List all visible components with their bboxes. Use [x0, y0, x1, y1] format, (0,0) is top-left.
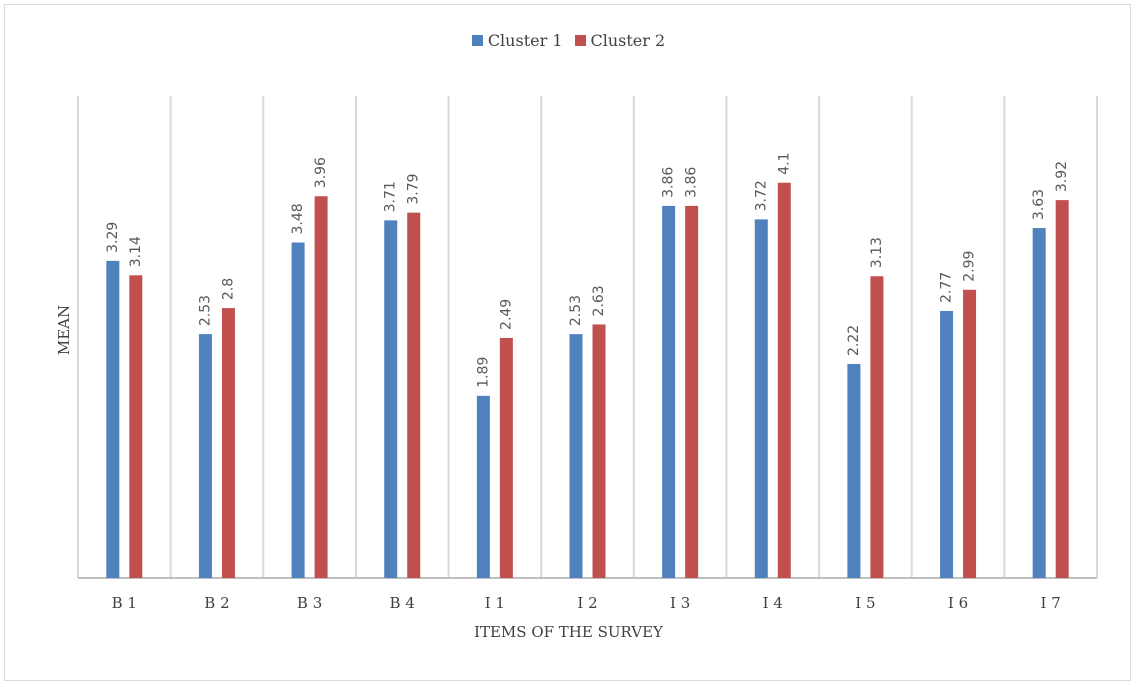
- data-label-2-0: 3.14: [128, 236, 144, 267]
- data-label-2-2: 3.96: [313, 157, 329, 188]
- x-tick-label-0: B 1: [112, 594, 137, 612]
- data-label-1-4: 1.89: [475, 357, 491, 388]
- x-tick-label-9: I 6: [948, 594, 968, 612]
- x-axis-title: ITEMS OF THE SURVEY: [474, 623, 663, 641]
- data-label-1-3: 3.71: [383, 181, 399, 212]
- bar-2-8: [870, 276, 884, 578]
- data-label-1-1: 2.53: [197, 295, 213, 326]
- x-tick-label-3: B 4: [390, 594, 415, 612]
- bar-2-2: [314, 196, 328, 579]
- x-tick-label-10: I 7: [1041, 594, 1061, 612]
- data-label-1-7: 3.72: [753, 180, 769, 211]
- y-axis-title: MEAN: [55, 304, 73, 356]
- data-label-2-8: 3.13: [869, 237, 885, 268]
- bar-2-1: [221, 308, 235, 578]
- x-tick-label-2: B 3: [297, 594, 322, 612]
- x-tick-label-6: I 3: [670, 594, 690, 612]
- bar-2-3: [407, 212, 421, 579]
- legend-label-cluster-1: Cluster 1: [487, 31, 563, 50]
- bar-2-6: [685, 205, 699, 578]
- data-label-1-2: 3.48: [290, 203, 306, 234]
- data-label-1-10: 3.63: [1031, 189, 1047, 220]
- data-label-1-5: 2.53: [568, 295, 584, 326]
- x-tick-label-1: B 2: [204, 594, 229, 612]
- bar-2-4: [499, 337, 513, 578]
- data-label-2-1: 2.8: [220, 278, 236, 300]
- bar-1-5: [569, 334, 583, 578]
- data-label-2-10: 3.92: [1054, 161, 1070, 192]
- legend: Cluster 1 Cluster 2: [0, 31, 1137, 50]
- data-label-2-7: 4.1: [776, 152, 792, 174]
- x-tick-label-4: I 1: [485, 594, 505, 612]
- bar-2-5: [592, 324, 606, 578]
- bar-1-8: [847, 363, 861, 578]
- bar-2-9: [963, 289, 977, 578]
- bar-2-0: [129, 275, 143, 578]
- bar-1-10: [1032, 228, 1046, 578]
- legend-item-cluster-2: Cluster 2: [574, 31, 666, 50]
- x-tick-label-8: I 5: [855, 594, 875, 612]
- data-label-1-9: 2.77: [939, 272, 955, 303]
- data-label-2-9: 2.99: [962, 251, 978, 282]
- data-label-2-3: 3.79: [406, 173, 422, 204]
- bar-1-9: [940, 310, 954, 578]
- legend-swatch-cluster-2: [574, 35, 586, 46]
- bar-1-7: [754, 219, 768, 578]
- legend-label-cluster-2: Cluster 2: [590, 31, 666, 50]
- data-label-2-6: 3.86: [684, 167, 700, 198]
- legend-item-cluster-1: Cluster 1: [471, 31, 563, 50]
- legend-swatch-cluster-1: [471, 35, 483, 46]
- data-label-2-4: 2.49: [498, 299, 514, 330]
- bar-1-6: [662, 205, 676, 578]
- x-tick-label-5: I 2: [577, 594, 597, 612]
- data-label-1-8: 2.22: [846, 325, 862, 356]
- data-label-1-6: 3.86: [661, 167, 677, 198]
- bar-1-4: [476, 395, 490, 578]
- bar-1-0: [106, 260, 120, 578]
- x-tick-label-7: I 4: [763, 594, 783, 612]
- bar-1-3: [384, 220, 398, 578]
- bar-2-7: [777, 182, 791, 578]
- data-label-1-0: 3.29: [105, 222, 121, 253]
- data-label-2-5: 2.63: [591, 285, 607, 316]
- bar-2-10: [1055, 200, 1069, 578]
- bar-1-1: [198, 334, 212, 578]
- bar-1-2: [291, 242, 305, 578]
